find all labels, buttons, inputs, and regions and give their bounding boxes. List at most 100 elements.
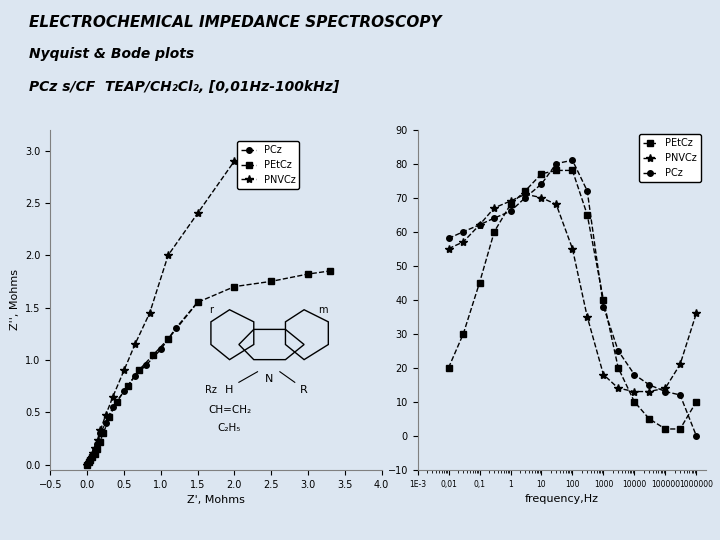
PNVCz (537, 194, 546, 201)
PNVCz (164, 252, 173, 259)
PCz (102, 420, 110, 426)
X-axis label: frequency,Hz: frequency,Hz (525, 494, 598, 504)
PCz (459, 228, 468, 235)
Y-axis label: Z'', Mohms: Z'', Mohms (9, 269, 19, 330)
PEtCz (95, 438, 104, 445)
PEtCz (661, 426, 670, 432)
PEtCz (304, 271, 312, 278)
PNVCz (676, 361, 685, 368)
PCz (552, 160, 561, 167)
PNVCz (120, 367, 128, 374)
PEtCz (84, 459, 93, 465)
Text: R: R (300, 385, 308, 395)
PEtCz (506, 201, 515, 208)
PCz (568, 157, 577, 164)
X-axis label: Z', Mohms: Z', Mohms (187, 495, 245, 505)
PCz (645, 381, 654, 388)
PCz (171, 325, 180, 332)
PNVCz (583, 313, 592, 320)
PEtCz (475, 280, 484, 286)
PCz (87, 454, 96, 461)
PEtCz (325, 268, 334, 274)
PEtCz (692, 399, 701, 405)
PCz (131, 373, 140, 379)
Legend: PCz, PEtCz, PNVCz: PCz, PEtCz, PNVCz (238, 141, 300, 189)
PNVCz (87, 454, 96, 461)
PNVCz (552, 201, 561, 208)
Text: PCz s/CF  TEAP/CH₂Cl₂, [0,01Hz-100kHz]: PCz s/CF TEAP/CH₂Cl₂, [0,01Hz-100kHz] (29, 80, 339, 94)
PNVCz (692, 310, 701, 316)
Line: PEtCz: PEtCz (446, 167, 699, 432)
PEtCz (676, 426, 685, 432)
PEtCz (123, 383, 132, 389)
PNVCz (521, 191, 530, 198)
PNVCz (506, 198, 515, 204)
PNVCz (568, 245, 577, 252)
PEtCz (83, 461, 91, 468)
PNVCz (614, 385, 623, 392)
PCz (120, 388, 128, 395)
PEtCz (459, 330, 468, 337)
PNVCz (459, 239, 468, 245)
PCz (156, 346, 165, 353)
Text: Rz: Rz (205, 385, 217, 395)
PEtCz (164, 336, 173, 342)
PCz (583, 187, 592, 194)
PNVCz (131, 341, 140, 347)
PNVCz (661, 385, 670, 392)
PCz (444, 235, 453, 242)
PEtCz (149, 352, 158, 358)
PCz (96, 430, 105, 436)
PEtCz (552, 167, 561, 174)
PNVCz (193, 210, 202, 217)
PEtCz (583, 211, 592, 218)
PNVCz (475, 221, 484, 228)
PEtCz (99, 430, 108, 436)
PEtCz (630, 399, 639, 405)
PNVCz (83, 461, 91, 468)
PCz (630, 372, 639, 378)
PEtCz (568, 167, 577, 174)
PEtCz (490, 228, 499, 235)
PCz (537, 181, 546, 187)
PNVCz (93, 437, 102, 444)
PNVCz (145, 309, 154, 316)
PNVCz (630, 388, 639, 395)
Legend: PEtCz, PNVCz, PCz: PEtCz, PNVCz, PCz (639, 134, 701, 182)
PCz (506, 208, 515, 214)
PCz (475, 221, 484, 228)
PCz (521, 194, 530, 201)
PNVCz (490, 205, 499, 211)
PEtCz (92, 446, 101, 452)
PCz (86, 457, 94, 464)
PNVCz (96, 427, 105, 433)
Text: CH=CH₂: CH=CH₂ (208, 404, 251, 415)
Text: r: r (209, 305, 213, 315)
PEtCz (86, 457, 94, 464)
PEtCz (537, 171, 546, 177)
PEtCz (112, 399, 121, 405)
PNVCz (109, 393, 117, 400)
Text: m: m (318, 305, 328, 315)
PCz (89, 451, 97, 457)
PEtCz (614, 364, 623, 371)
Text: H: H (225, 385, 234, 395)
Text: Nyquist & Bode plots: Nyquist & Bode plots (29, 46, 194, 60)
PCz (84, 459, 93, 465)
PEtCz (135, 367, 143, 374)
PNVCz (84, 459, 93, 465)
PEtCz (599, 296, 608, 303)
PEtCz (105, 414, 114, 421)
PCz (490, 215, 499, 221)
PNVCz (86, 457, 94, 464)
Text: N: N (264, 374, 273, 384)
PNVCz (230, 158, 239, 164)
PEtCz (90, 451, 99, 457)
PEtCz (521, 187, 530, 194)
Line: PNVCz: PNVCz (444, 190, 701, 396)
PCz (142, 362, 150, 368)
PNVCz (102, 412, 110, 418)
PEtCz (645, 416, 654, 422)
Line: PCz: PCz (84, 300, 200, 467)
PCz (692, 433, 701, 439)
